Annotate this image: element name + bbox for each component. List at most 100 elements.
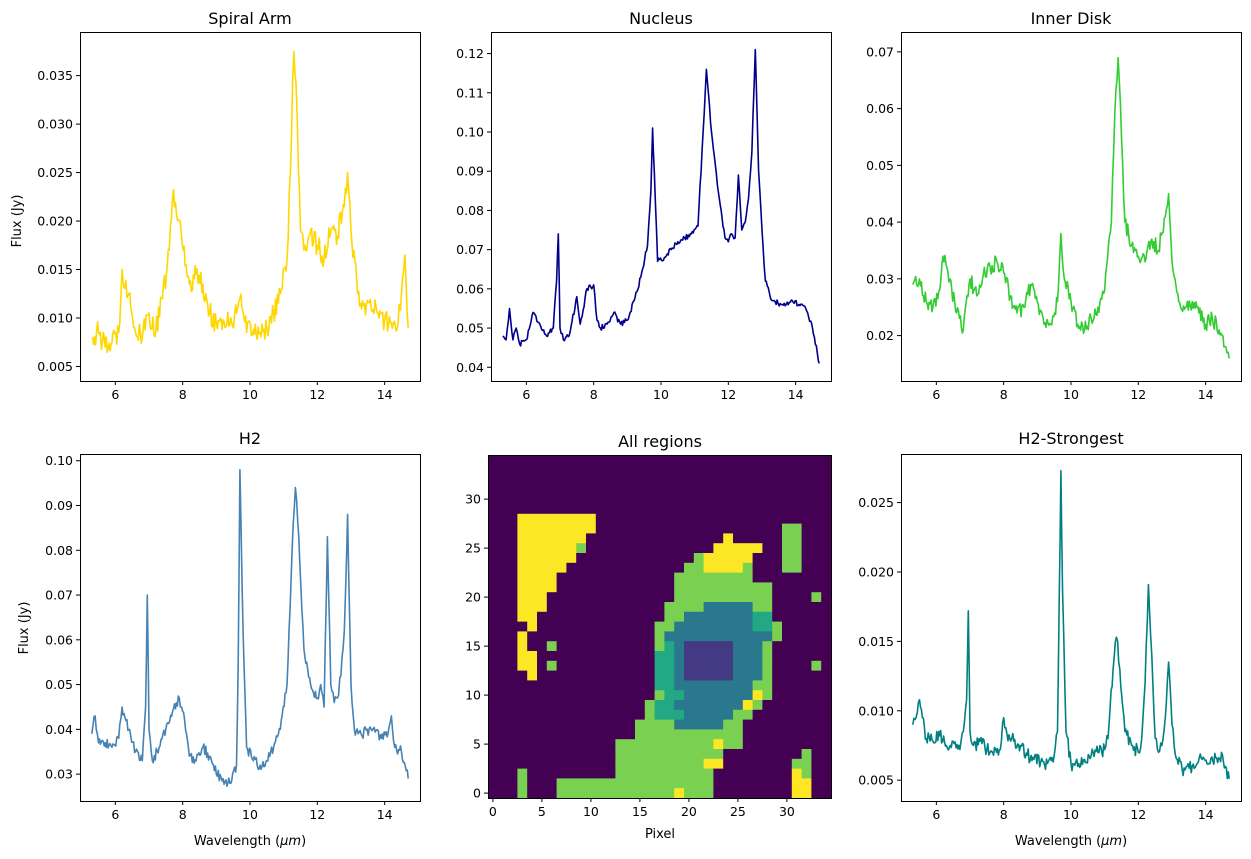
- heatmap-cell: [703, 611, 714, 622]
- heatmap-cell: [684, 700, 695, 711]
- heatmap-cell: [576, 523, 587, 534]
- heatmap-cell: [723, 523, 734, 534]
- heatmap-cell: [497, 749, 508, 760]
- heatmap-cell: [537, 700, 548, 711]
- heatmap-cell: [742, 523, 753, 534]
- heatmap-cell: [517, 572, 528, 583]
- heatmap-cell: [703, 602, 714, 613]
- heatmap-cell: [782, 758, 793, 769]
- plot-area: [91, 50, 409, 354]
- heatmap-cell: [703, 455, 714, 466]
- heatmap-cell: [713, 621, 724, 632]
- heatmap-cell: [684, 611, 695, 622]
- heatmap-cell: [527, 739, 538, 750]
- heatmap-cell: [488, 788, 499, 799]
- heatmap-cell: [674, 641, 685, 652]
- heatmap-cell: [801, 523, 812, 534]
- heatmap-cell: [517, 562, 528, 573]
- heatmap-cell: [644, 543, 655, 554]
- x-tick-label: 12: [309, 807, 325, 822]
- heatmap-cell: [762, 680, 773, 691]
- heatmap-cell: [772, 572, 783, 583]
- heatmap-cell: [693, 513, 704, 524]
- heatmap-cell: [556, 572, 567, 583]
- heatmap-cell: [546, 602, 557, 613]
- heatmap-cell: [782, 660, 793, 671]
- heatmap-cell: [635, 739, 646, 750]
- heatmap-cell: [723, 641, 734, 652]
- heatmap-cell: [644, 719, 655, 730]
- heatmap-cell: [742, 660, 753, 671]
- heatmap-cell: [497, 611, 508, 622]
- heatmap-cell: [566, 592, 577, 603]
- heatmap-cell: [664, 660, 675, 671]
- heatmap-cell: [507, 700, 518, 711]
- heatmap-cell: [821, 621, 832, 632]
- axes-frame: [901, 454, 1242, 802]
- heatmap-cell: [752, 474, 763, 485]
- heatmap-cell: [782, 709, 793, 720]
- heatmap-cell: [546, 670, 557, 681]
- heatmap-cell: [615, 523, 626, 534]
- heatmap-cell: [556, 768, 567, 779]
- x-axis-label-unit: μm: [1100, 834, 1122, 849]
- heatmap-cell: [801, 729, 812, 740]
- heatmap-cell: [782, 543, 793, 554]
- heatmap-cell: [703, 523, 714, 534]
- heatmap-cell: [654, 504, 665, 515]
- heatmap-cell: [517, 739, 528, 750]
- heatmap-cell: [801, 641, 812, 652]
- heatmap-cell: [595, 739, 606, 750]
- heatmap-cell: [507, 749, 518, 760]
- heatmap-cell: [752, 464, 763, 475]
- heatmap-cell: [733, 719, 744, 730]
- y-tick-label: 0.09: [456, 164, 484, 179]
- heatmap-cell: [625, 455, 636, 466]
- heatmap-cell: [517, 641, 528, 652]
- heatmap-cell: [733, 690, 744, 701]
- heatmap-cell: [497, 464, 508, 475]
- heatmap-cell: [644, 660, 655, 671]
- heatmap-cell: [674, 474, 685, 485]
- heatmap-cell: [605, 660, 616, 671]
- heatmap-cell: [674, 749, 685, 760]
- heatmap-cell: [644, 749, 655, 760]
- heatmap-cell: [527, 680, 538, 691]
- heatmap-cell: [733, 455, 744, 466]
- y-tick-label: 0.04: [866, 215, 894, 230]
- heatmap-cell: [635, 729, 646, 740]
- heatmap-cell: [762, 602, 773, 613]
- heatmap-cell: [507, 474, 518, 485]
- heatmap-cell: [782, 513, 793, 524]
- heatmap-cell: [566, 749, 577, 760]
- heatmap-cell: [644, 680, 655, 691]
- heatmap-cell: [527, 729, 538, 740]
- heatmap-cell: [782, 719, 793, 730]
- x-tick-label: 0: [489, 804, 497, 819]
- heatmap-cell: [595, 758, 606, 769]
- heatmap-cell: [723, 464, 734, 475]
- heatmap-cell: [801, 494, 812, 505]
- heatmap-cell: [801, 602, 812, 613]
- heatmap-cell: [566, 621, 577, 632]
- heatmap-cell: [693, 455, 704, 466]
- heatmap-cell: [752, 543, 763, 554]
- heatmap-cell: [556, 455, 567, 466]
- y-tick-label: 0.06: [456, 281, 484, 296]
- heatmap-cell: [801, 719, 812, 730]
- heatmap-cell: [674, 464, 685, 475]
- heatmap-cell: [762, 474, 773, 485]
- heatmap-cell: [762, 504, 773, 515]
- heatmap-cell: [576, 680, 587, 691]
- heatmap-cell: [703, 641, 714, 652]
- heatmap-cell: [791, 523, 802, 534]
- heatmap-cell: [782, 523, 793, 534]
- heatmap-cell: [497, 758, 508, 769]
- heatmap-cell: [497, 641, 508, 652]
- heatmap-cell: [635, 533, 646, 544]
- heatmap-cell: [595, 778, 606, 789]
- heatmap-cell: [615, 778, 626, 789]
- heatmap-cell: [605, 572, 616, 583]
- heatmap-cell: [654, 562, 665, 573]
- heatmap-cell: [615, 631, 626, 642]
